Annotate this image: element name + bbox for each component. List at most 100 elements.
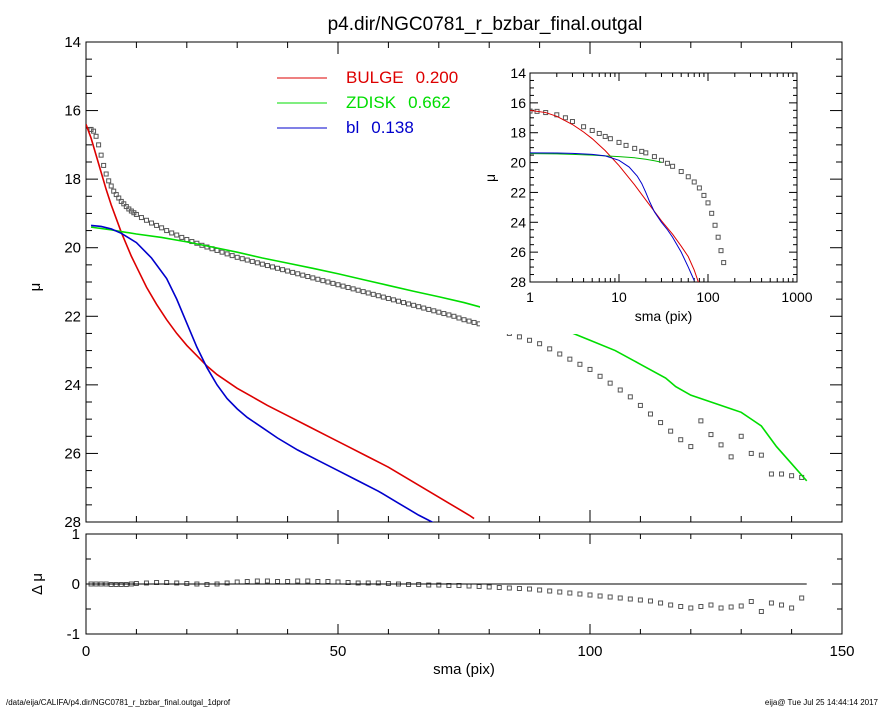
footer-timestamp: eija@ Tue Jul 25 14:44:14 2017 xyxy=(765,698,879,707)
data-point xyxy=(310,275,316,281)
inset-ytick-label: 18 xyxy=(510,125,526,141)
data-point xyxy=(678,437,684,443)
data-point xyxy=(133,211,139,217)
data-point xyxy=(355,287,361,293)
residual-point xyxy=(668,602,674,608)
data-point xyxy=(121,201,127,207)
inset-ylabel: μ xyxy=(482,174,498,182)
residual-point xyxy=(738,603,744,609)
data-point xyxy=(280,267,286,273)
data-point xyxy=(113,192,119,198)
residual-point xyxy=(627,596,633,602)
residual-point xyxy=(275,579,281,584)
inset-xtick-label: 100 xyxy=(696,289,720,305)
data-point xyxy=(300,272,306,278)
data-point xyxy=(789,473,795,479)
residual-point xyxy=(375,580,381,586)
data-point xyxy=(768,471,774,477)
data-point xyxy=(116,195,122,201)
data-point xyxy=(385,295,391,301)
data-point xyxy=(708,432,714,438)
residual-xtick-label: 0 xyxy=(82,643,90,660)
data-point xyxy=(461,317,467,323)
data-point xyxy=(244,257,250,263)
legend-name-zdisk: ZDISK xyxy=(346,93,397,112)
inset-ytick-label: 22 xyxy=(510,184,526,200)
inset-series-line-bl xyxy=(530,152,695,281)
inset-data-point xyxy=(616,139,622,145)
data-point xyxy=(229,253,235,259)
inset-xtick-label: 1000 xyxy=(781,289,812,305)
inset-data-point xyxy=(562,115,568,121)
main-ytick-label: 28 xyxy=(64,514,81,531)
inset-data-point xyxy=(607,136,613,142)
residual-point xyxy=(295,578,301,584)
data-point xyxy=(577,361,583,367)
residual-point xyxy=(607,594,613,600)
data-point xyxy=(436,309,442,315)
inset-data-point xyxy=(589,127,595,133)
data-point xyxy=(108,183,114,189)
data-point xyxy=(401,300,407,306)
residual-point xyxy=(325,579,331,584)
data-point xyxy=(471,319,477,325)
inset-data-point xyxy=(596,130,602,136)
data-point xyxy=(96,142,102,148)
data-point xyxy=(98,152,104,158)
inset-data-point xyxy=(709,210,715,216)
inset-xlabel: sma (pix) xyxy=(635,308,693,324)
legend-value-zdisk: 0.662 xyxy=(408,93,451,112)
data-point xyxy=(290,269,296,275)
data-point xyxy=(101,162,107,168)
data-point xyxy=(779,471,785,477)
main-panel: 14 16 18 20 22 24 26 28 μ xyxy=(27,34,843,531)
data-point xyxy=(607,380,613,386)
data-point xyxy=(264,263,270,269)
data-point xyxy=(647,411,653,417)
data-point xyxy=(395,298,401,304)
residual-point xyxy=(718,605,724,611)
data-point xyxy=(305,274,311,280)
data-point xyxy=(285,268,291,274)
inset-data-point xyxy=(658,157,664,163)
data-point xyxy=(111,188,117,194)
residual-point xyxy=(527,586,533,592)
data-point xyxy=(179,234,185,240)
inset-data-point xyxy=(602,133,608,139)
data-point xyxy=(421,305,427,311)
data-point xyxy=(587,366,593,372)
residual-ylabel: Δ μ xyxy=(29,573,46,595)
data-point xyxy=(390,297,396,303)
data-point xyxy=(234,254,240,260)
inset-plot-area xyxy=(530,108,727,282)
data-point xyxy=(451,313,457,319)
residual-point xyxy=(436,582,442,588)
data-point xyxy=(466,318,472,324)
residual-ytick-label: 1 xyxy=(72,526,80,543)
legend-name-bulge: BULGE xyxy=(346,68,404,87)
legend-value-bulge: 0.200 xyxy=(416,68,459,87)
residual-point xyxy=(496,585,502,590)
main-plot-area xyxy=(86,124,808,522)
residual-xtick-label: 150 xyxy=(829,643,854,660)
inset-data-point xyxy=(691,179,697,185)
residual-point xyxy=(728,604,734,610)
data-point xyxy=(537,341,543,347)
residual-point xyxy=(617,595,623,601)
data-point xyxy=(738,433,744,439)
inset-data-point xyxy=(581,124,587,130)
data-point xyxy=(259,261,265,267)
data-point xyxy=(360,289,366,295)
data-point xyxy=(698,418,704,424)
data-point xyxy=(567,356,573,362)
data-point xyxy=(380,294,386,300)
residual-point xyxy=(748,599,754,604)
inset-data-point xyxy=(715,234,721,240)
inset-data-point xyxy=(685,174,691,180)
residual-point xyxy=(658,600,664,606)
data-point xyxy=(411,302,417,308)
residual-point xyxy=(335,579,341,585)
data-point xyxy=(325,279,331,285)
data-point xyxy=(330,280,336,286)
